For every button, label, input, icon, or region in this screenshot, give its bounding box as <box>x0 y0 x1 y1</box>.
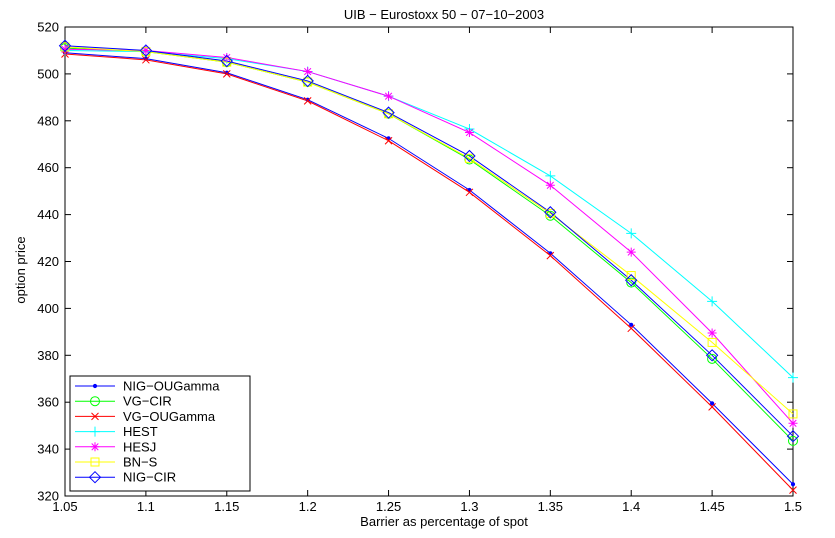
series-line-2 <box>64 53 794 491</box>
x-tick-label: 1.05 <box>52 499 77 514</box>
data-point-2-3 <box>303 97 312 105</box>
legend-label-5: BN−S <box>123 455 158 470</box>
y-tick-label: 520 <box>37 20 59 35</box>
y-tick-label: 500 <box>37 66 59 81</box>
data-point-6-6 <box>544 206 557 219</box>
series-line-0 <box>64 52 794 485</box>
series-line-5 <box>64 46 794 415</box>
legend-marker-0 <box>92 383 98 389</box>
data-point-3-8 <box>707 296 718 307</box>
series-markers <box>58 39 800 494</box>
axis-ticks: 1.05 1.1 1.15 1.2 1.25 1.3 1.35 1.4 1.45 1.5 320 34… <box>37 20 802 515</box>
x-tick-label: 1.25 <box>376 499 401 514</box>
legend-label-2: VG−OUGamma <box>123 409 216 424</box>
y-tick-label: 360 <box>37 395 59 410</box>
data-point-6-3 <box>301 74 314 88</box>
data-point-4-7 <box>626 247 636 257</box>
data-point-2-7 <box>627 324 636 333</box>
legend-label-4: HESJ <box>123 439 156 454</box>
x-tick-label: 1.4 <box>622 499 640 514</box>
data-point-4-3 <box>303 67 313 77</box>
data-point-4-1 <box>141 45 151 55</box>
y-tick-label: 480 <box>37 113 59 128</box>
data-point-5-7 <box>626 271 636 281</box>
data-point-0-8 <box>710 401 715 406</box>
data-point-4-4 <box>384 91 394 101</box>
series-line-6 <box>64 45 794 437</box>
data-point-6-8 <box>705 349 719 362</box>
legend-label-3: HEST <box>123 424 158 439</box>
series-line-3 <box>64 49 794 378</box>
data-point-6-2 <box>220 54 233 68</box>
x-tick-label: 1.35 <box>538 499 563 514</box>
legend: NIG−OUGammaVG−CIRVG−OUGammaHESTHESJBN−SN… <box>69 375 251 492</box>
y-tick-label: 320 <box>37 489 59 504</box>
x-tick-label: 1.5 <box>784 499 802 514</box>
series-line-4 <box>64 48 794 424</box>
data-point-6-7 <box>625 274 638 287</box>
data-point-0-9 <box>790 482 796 487</box>
series-lines <box>64 45 794 491</box>
y-tick-label: 340 <box>37 442 59 457</box>
legend-marker-1 <box>90 396 100 407</box>
legend-label-0: NIG−OUGamma <box>123 379 220 394</box>
y-tick-label: 420 <box>37 254 59 269</box>
data-point-2-2 <box>222 70 231 78</box>
y-tick-label: 400 <box>37 301 59 316</box>
data-point-2-6 <box>546 251 555 260</box>
x-tick-label: 1.45 <box>699 499 724 514</box>
data-point-5-8 <box>707 337 717 347</box>
legend-marker-5 <box>90 457 100 467</box>
data-point-2-4 <box>384 136 393 145</box>
legend-marker-4 <box>90 442 100 452</box>
y-axis-title: option price <box>13 236 28 303</box>
data-point-6-9 <box>786 429 800 443</box>
data-point-1-7 <box>626 277 637 288</box>
data-point-0-5 <box>467 187 472 193</box>
x-tick-label: 1.15 <box>214 499 239 514</box>
data-point-2-9 <box>789 486 797 494</box>
legend-label-1: VG−CIR <box>123 394 172 409</box>
data-point-6-1 <box>139 44 153 57</box>
x-tick-label: 1.3 <box>460 499 478 514</box>
data-point-1-9 <box>788 435 798 446</box>
data-point-6-0 <box>58 39 72 52</box>
y-tick-label: 380 <box>37 348 59 363</box>
data-point-3-7 <box>626 228 637 239</box>
legend-label-6: NIG−CIR <box>123 470 176 485</box>
legend-marker-2 <box>91 412 99 421</box>
data-point-5-5 <box>464 153 474 163</box>
data-point-2-5 <box>465 188 474 197</box>
data-point-4-0 <box>60 44 70 54</box>
legend-marker-3 <box>90 426 100 437</box>
x-tick-label: 1.1 <box>137 499 155 514</box>
data-point-1-8 <box>707 353 718 364</box>
data-point-2-8 <box>708 403 716 411</box>
data-point-4-9 <box>788 418 798 428</box>
chart-title: UIB − Eurostoxx 50 − 07−10−2003 <box>344 7 544 22</box>
x-tick-label: 1.2 <box>299 499 317 514</box>
data-point-0-4 <box>386 136 391 141</box>
data-point-4-5 <box>464 128 474 138</box>
data-point-4-8 <box>707 328 717 338</box>
x-axis-title: Barrier as percentage of spot <box>360 514 528 529</box>
data-point-6-5 <box>463 149 476 163</box>
data-point-5-9 <box>788 409 798 419</box>
y-tick-label: 440 <box>37 207 59 222</box>
data-point-3-9 <box>788 372 798 383</box>
data-point-6-4 <box>382 106 395 119</box>
data-point-4-6 <box>545 180 555 190</box>
legend-marker-6 <box>88 470 102 484</box>
y-tick-label: 460 <box>37 160 59 175</box>
data-point-2-1 <box>142 55 150 64</box>
data-point-0-7 <box>629 322 634 327</box>
data-point-0-6 <box>548 251 553 256</box>
legend-box <box>69 375 251 492</box>
data-point-3-6 <box>545 170 556 181</box>
data-point-4-2 <box>222 52 232 62</box>
